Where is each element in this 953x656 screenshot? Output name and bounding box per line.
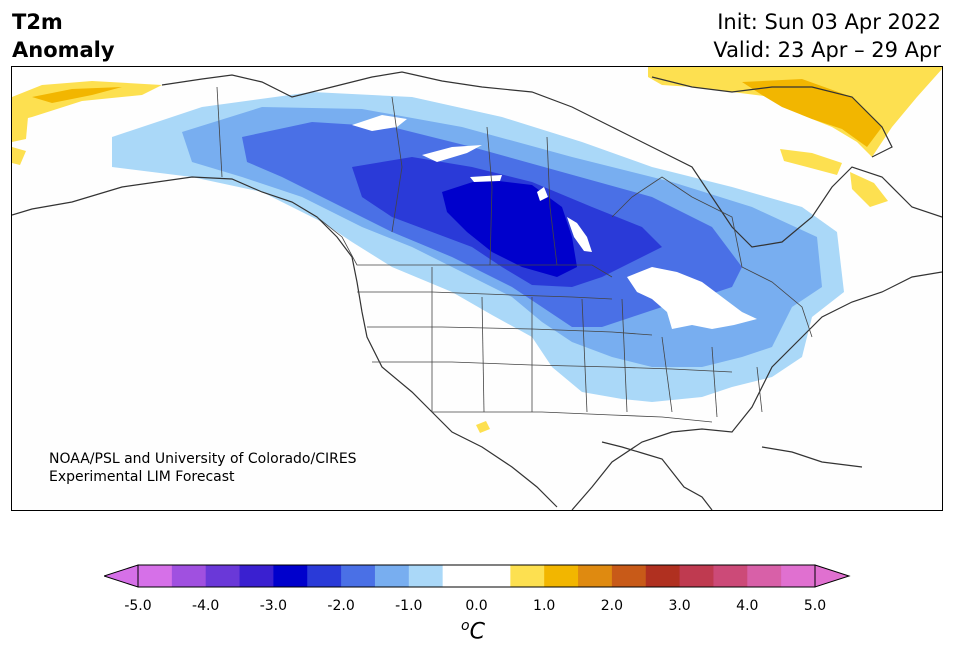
- colorbar-outline: [137, 564, 816, 588]
- map-title: T2m Anomaly: [12, 8, 115, 64]
- great-bear-lake: [352, 115, 407, 131]
- colorbar-cell: [645, 565, 681, 587]
- colorbar-tick-label: 1.0: [533, 598, 556, 614]
- colorbar-cell: [307, 565, 342, 587]
- anomaly-map: [11, 66, 943, 511]
- colorbar-cells: [138, 565, 816, 587]
- colorbar-tick-label: -4.0: [192, 598, 220, 614]
- alaska-warm-anomaly: [12, 81, 162, 122]
- colorbar-tick-label: 5.0: [803, 598, 827, 614]
- colorbar-cell: [578, 565, 613, 587]
- title-variable: T2m: [12, 10, 63, 34]
- unit-degree-symbol: o: [461, 618, 470, 634]
- cold-anomaly-minus-3: [442, 179, 577, 277]
- colorbar-cell: [138, 565, 173, 587]
- colorbar-cell: [341, 565, 376, 587]
- arizona-warm-spot: [476, 421, 490, 433]
- reindeer-lake: [537, 187, 548, 201]
- colorbar-tick-label: 3.0: [668, 598, 691, 614]
- colorbar: [104, 564, 851, 588]
- colorbar-cell: [273, 565, 308, 587]
- init-date: Init: Sun 03 Apr 2022: [717, 10, 941, 34]
- colorbar-cell: [544, 565, 579, 587]
- colorbar-tick-label: 2.0: [600, 598, 624, 614]
- alaska-west-warm: [12, 117, 28, 142]
- colorbar-cell: [510, 565, 545, 587]
- colorbar-cell: [476, 565, 511, 587]
- colorbar-cell: [374, 565, 410, 587]
- lake-winnipeg: [567, 217, 592, 252]
- colorbar-tick-label: -2.0: [327, 598, 355, 614]
- title-subtitle: Anomaly: [12, 38, 115, 62]
- baffin-warm-anomaly: [780, 149, 842, 175]
- credit-text: NOAA/PSL and University of Colorado/CIRE…: [49, 450, 357, 486]
- map-svg: [12, 67, 942, 510]
- colorbar-cell: [747, 565, 782, 587]
- colorbar-cell: [679, 565, 714, 587]
- political-borders: [216, 86, 813, 423]
- colorbar-cell: [239, 565, 274, 587]
- colorbar-under-arrow: [104, 564, 139, 588]
- colorbar-tick-label: 0.0: [465, 598, 488, 614]
- colorbar-tick-label: 4.0: [736, 598, 759, 614]
- colorbar-cell: [205, 565, 241, 587]
- labrador-warm-anomaly: [850, 172, 888, 207]
- colorbar-cell: [713, 565, 748, 587]
- great-lakes: [627, 267, 757, 329]
- colorbar-tick-label: -3.0: [259, 598, 288, 614]
- colorbar-cell: [611, 565, 647, 587]
- colorbar-cell: [171, 565, 207, 587]
- unit-letter: C: [469, 619, 485, 645]
- coastlines: [12, 71, 942, 510]
- lake-athabasca: [470, 175, 502, 182]
- credit-line-1: NOAA/PSL and University of Colorado/CIRE…: [49, 451, 357, 467]
- colorbar-cell: [442, 565, 477, 587]
- forecast-dates: Init: Sun 03 Apr 2022 Valid: 23 Apr – 29…: [713, 8, 941, 64]
- colorbar-cell: [781, 565, 816, 587]
- colorbar-cell: [408, 565, 444, 587]
- colorbar-over-arrow: [814, 564, 851, 588]
- colorbar-tick-label: -5.0: [124, 598, 152, 614]
- credit-line-2: Experimental LIM Forecast: [49, 469, 235, 485]
- alaska-warm-core: [32, 87, 122, 103]
- alaska-sw-warm: [12, 147, 26, 165]
- valid-range: Valid: 23 Apr – 29 Apr: [713, 38, 941, 62]
- colorbar-unit: oC: [461, 618, 485, 644]
- colorbar-tick-label: -1.0: [395, 598, 423, 614]
- great-slave-lake: [422, 145, 482, 162]
